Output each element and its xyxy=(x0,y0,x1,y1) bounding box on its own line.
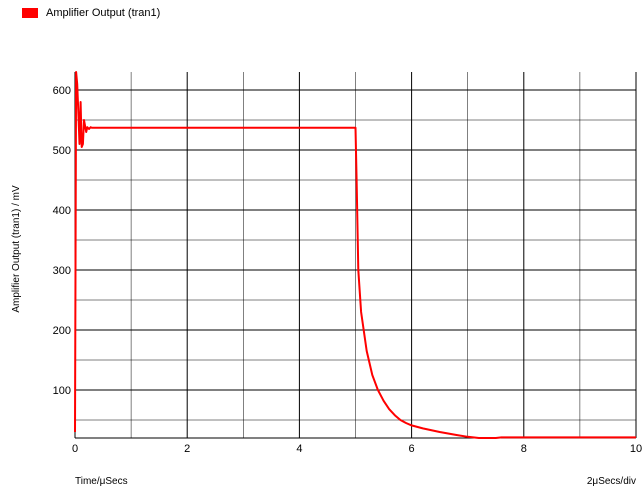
y-tick-label: 400 xyxy=(53,205,71,217)
legend: Amplifier Output (tran1) xyxy=(22,6,160,20)
tick-labels: 0 2 4 6 8 10 100 200 300 400 500 600 xyxy=(53,85,642,455)
x-scale-label: 2μSecs/div xyxy=(587,476,636,487)
y-tick-label: 200 xyxy=(53,325,71,337)
y-tick-label: 300 xyxy=(53,265,71,277)
grid xyxy=(74,72,637,439)
x-tick-label: 8 xyxy=(521,443,527,455)
y-tick-label: 600 xyxy=(53,85,71,97)
y-axis-title: Amplifier Output (tran1) / mV xyxy=(11,185,22,313)
x-axis-title: Time/μSecs xyxy=(75,476,128,487)
series-layer xyxy=(74,71,636,439)
x-tick-label: 6 xyxy=(409,443,415,455)
series-line-0 xyxy=(74,71,636,439)
x-tick-label: 0 xyxy=(72,443,78,455)
x-tick-label: 10 xyxy=(630,443,642,455)
legend-label: Amplifier Output (tran1) xyxy=(46,7,161,19)
x-tick-label: 2 xyxy=(184,443,190,455)
y-tick-label: 500 xyxy=(53,145,71,157)
legend-swatch xyxy=(22,8,38,18)
x-tick-label: 4 xyxy=(296,443,302,455)
y-tick-label: 100 xyxy=(53,385,71,397)
